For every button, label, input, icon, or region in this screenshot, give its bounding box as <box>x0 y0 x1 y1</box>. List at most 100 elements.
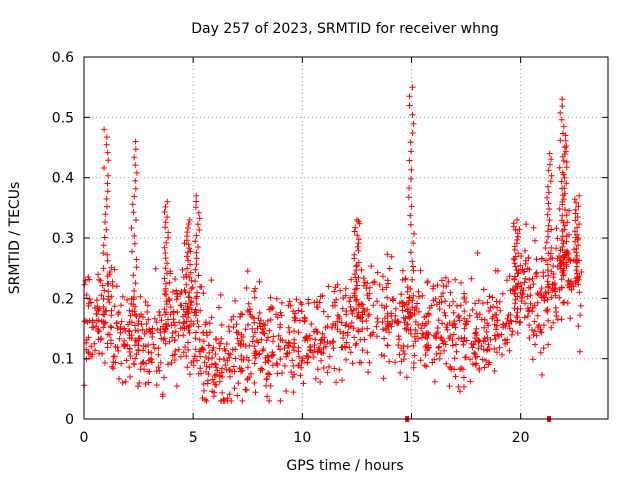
data-point <box>343 356 350 363</box>
data-point <box>430 283 437 290</box>
data-point <box>484 334 491 341</box>
data-point <box>291 371 298 378</box>
data-point <box>124 296 131 303</box>
data-point <box>108 293 115 300</box>
data-point <box>574 231 580 238</box>
data-point <box>407 139 414 146</box>
data-point <box>348 276 355 283</box>
data-point <box>511 243 518 250</box>
data-point <box>197 365 204 372</box>
data-point <box>128 295 135 302</box>
data-point <box>105 172 112 179</box>
data-point <box>469 361 476 368</box>
data-point <box>156 312 163 319</box>
data-point <box>264 318 271 324</box>
data-point <box>386 329 393 336</box>
data-point <box>317 349 324 356</box>
data-point <box>548 172 555 179</box>
data-point <box>355 236 362 243</box>
data-point <box>475 345 482 352</box>
data-point <box>529 356 536 363</box>
data-point <box>514 293 521 300</box>
data-point <box>461 315 468 322</box>
data-point <box>318 337 324 344</box>
data-point <box>561 299 567 306</box>
data-point <box>266 327 273 334</box>
data-point <box>518 253 525 259</box>
data-point <box>203 368 209 375</box>
data-point <box>491 368 498 374</box>
data-point <box>320 345 327 352</box>
data-point <box>561 190 568 197</box>
data-point <box>406 102 413 109</box>
data-point <box>135 383 141 390</box>
data-point <box>251 360 258 367</box>
data-point <box>100 304 107 310</box>
data-point <box>386 265 393 272</box>
data-point <box>277 321 284 328</box>
data-point <box>429 359 436 366</box>
data-point <box>442 298 449 305</box>
data-point <box>283 351 290 357</box>
data-point <box>128 335 135 342</box>
data-point <box>563 143 570 150</box>
data-point <box>355 274 362 281</box>
data-point <box>443 283 450 290</box>
data-point <box>131 193 138 200</box>
data-point <box>129 201 136 208</box>
data-point <box>112 359 119 366</box>
data-point <box>267 294 274 301</box>
data-point <box>543 257 549 264</box>
data-point <box>415 308 422 315</box>
data-point <box>120 343 127 350</box>
data-point <box>135 335 142 342</box>
data-point <box>351 290 358 297</box>
data-point <box>250 333 257 340</box>
data-point <box>490 303 497 310</box>
data-point <box>442 274 449 281</box>
axis-ticks: 0 0.1 0.2 0.3 0.4 0.5 0.6 0 5 10 15 20 <box>52 50 608 446</box>
data-point <box>527 300 534 307</box>
data-point <box>366 290 373 297</box>
data-point <box>192 278 199 285</box>
data-point <box>96 305 103 312</box>
data-point <box>287 302 294 309</box>
data-point <box>551 280 558 287</box>
data-point <box>268 353 275 359</box>
data-point <box>380 326 386 333</box>
data-point <box>460 341 467 348</box>
data-point <box>325 313 331 320</box>
data-point <box>566 207 573 214</box>
data-point <box>545 233 551 240</box>
data-point <box>388 253 395 260</box>
data-point <box>193 329 199 336</box>
data-point <box>195 221 201 228</box>
data-point <box>115 311 122 318</box>
data-point <box>364 280 371 287</box>
data-point <box>224 357 231 364</box>
data-point <box>296 353 302 360</box>
data-point <box>558 116 565 123</box>
data-point <box>523 221 530 228</box>
data-point <box>300 380 307 387</box>
data-point <box>407 249 414 256</box>
data-point <box>132 138 139 145</box>
data-point <box>116 375 122 382</box>
data-point <box>126 332 133 339</box>
data-point <box>455 335 462 342</box>
data-point <box>545 317 552 324</box>
data-point <box>449 337 456 343</box>
data-point <box>426 311 433 318</box>
data-point <box>450 298 457 305</box>
data-point <box>364 306 371 313</box>
data-point <box>563 159 570 165</box>
data-point <box>187 302 194 308</box>
data-point <box>182 300 189 307</box>
data-point <box>400 356 407 363</box>
data-point <box>114 344 121 351</box>
data-point <box>213 364 220 371</box>
data-point <box>104 257 111 264</box>
data-point <box>355 259 362 266</box>
data-point <box>489 294 496 301</box>
data-point <box>265 334 271 341</box>
